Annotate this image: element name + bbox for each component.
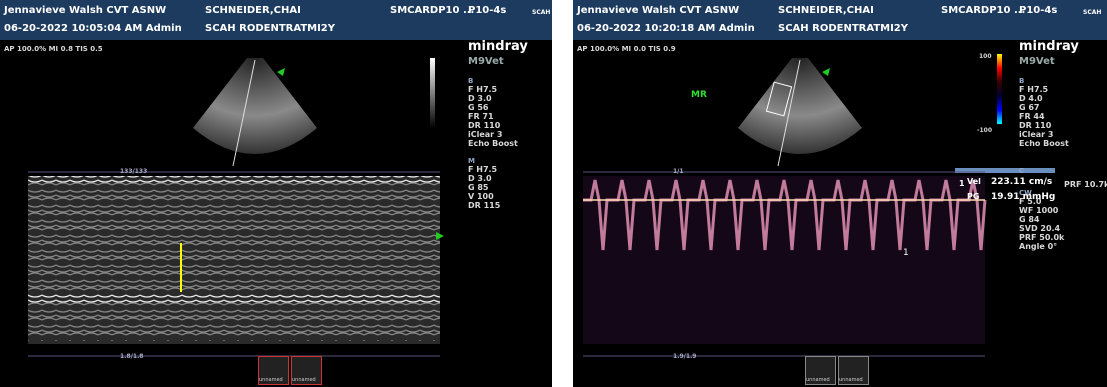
thumbnail bbox=[805, 356, 836, 385]
cursor-line bbox=[777, 59, 801, 167]
probe-marker bbox=[277, 68, 285, 76]
probe: P10-4s bbox=[1019, 5, 1058, 16]
param: FR 44 bbox=[1019, 112, 1045, 121]
study: SMCARDP10 ... bbox=[941, 5, 1026, 16]
logo: mindray bbox=[468, 39, 528, 54]
param: G 84 bbox=[1019, 215, 1040, 224]
param: DR 115 bbox=[468, 201, 501, 210]
param: iClear 3 bbox=[1019, 130, 1054, 139]
mmode-image bbox=[28, 176, 440, 344]
param: F H7.5 bbox=[468, 85, 498, 94]
datetime: 06-20-2022 10:20:18 AM Admin bbox=[577, 23, 755, 34]
param: D 3.0 bbox=[468, 94, 492, 103]
exam: SCAH RODENTRATMI2Y bbox=[205, 23, 336, 34]
param: PRF 10.7k bbox=[1064, 180, 1107, 189]
study: SMCARDP10 ... bbox=[390, 5, 475, 16]
measure-index: 1 bbox=[959, 179, 965, 188]
thumbnail-label: unnamed bbox=[839, 377, 863, 383]
probe-marker bbox=[822, 68, 830, 76]
thumbnail-label: unnamed bbox=[259, 377, 283, 383]
ultrasound-screen: Jennavieve Walsh CVT ASNW SCHNEIDER,CHAI S… bbox=[573, 0, 1107, 387]
image-layer bbox=[583, 54, 1055, 357]
top-counter: 133/133 bbox=[120, 168, 148, 175]
param: F H7.5 bbox=[468, 165, 498, 174]
param: DR 110 bbox=[1019, 121, 1052, 130]
image-layer bbox=[28, 58, 444, 357]
doppler-spectrum bbox=[583, 179, 987, 251]
operator: Jennavieve Walsh CVT ASNW bbox=[4, 5, 167, 16]
sector-image bbox=[738, 58, 862, 154]
model: M9Vet bbox=[1019, 56, 1055, 67]
param-group-label: C bbox=[1019, 167, 1025, 175]
vel-label: Vel bbox=[967, 177, 981, 186]
bottom-counter: 1.8/1.8 bbox=[120, 353, 144, 360]
param: DR 110 bbox=[468, 121, 501, 130]
cursor-line bbox=[232, 59, 256, 167]
depth-scale bbox=[997, 54, 1002, 124]
datetime: 06-20-2022 10:05:04 AM Admin bbox=[4, 23, 182, 34]
exam: SCAH RODENTRATMI2Y bbox=[778, 23, 909, 34]
sector-image bbox=[193, 58, 317, 154]
param: G 56 bbox=[468, 103, 489, 112]
vel-value: 223.11 cm/s bbox=[991, 177, 1053, 187]
depth-marker bbox=[436, 232, 444, 240]
param: V 100 bbox=[468, 192, 494, 201]
bottom-counter: 1.9/1.9 bbox=[673, 353, 697, 360]
cursor-label: 1 bbox=[903, 248, 909, 258]
doppler-image bbox=[583, 176, 985, 344]
ultrasound-screen: Jennavieve Walsh CVT ASNW SCHNEIDER,CHAI S… bbox=[0, 0, 552, 387]
param: iClear 3 bbox=[468, 130, 503, 139]
param-group-label: B bbox=[1019, 77, 1025, 85]
model: M9Vet bbox=[468, 56, 504, 67]
operator: Jennavieve Walsh CVT ASNW bbox=[577, 5, 740, 16]
param: Echo Boost bbox=[1019, 139, 1069, 148]
logo: mindray bbox=[1019, 39, 1079, 54]
param: FR 71 bbox=[468, 112, 494, 121]
annotation: MR bbox=[691, 90, 707, 100]
patient: SCHNEIDER,CHAI bbox=[205, 5, 301, 16]
param-group-label: M bbox=[468, 157, 475, 165]
color-scale-min: -100 bbox=[977, 127, 993, 134]
pg-value: 19.91 mmHg bbox=[991, 192, 1056, 202]
extra: SCAH bbox=[532, 9, 551, 16]
color-box bbox=[765, 81, 793, 117]
acoustic-output: AP 100.0% MI 0.0 TIS 0.9 bbox=[577, 45, 676, 53]
param: PRF 50.0k bbox=[1019, 233, 1065, 242]
param-group-label: CW bbox=[1019, 189, 1032, 197]
param: F 5.0 bbox=[1019, 197, 1042, 206]
param: F H7.5 bbox=[1019, 85, 1049, 94]
thumbnail bbox=[258, 356, 289, 385]
thumbnail-label: unnamed bbox=[806, 377, 830, 383]
param: G 67 bbox=[1019, 103, 1040, 112]
param: WF 1000 bbox=[1019, 206, 1059, 215]
param: Echo Boost bbox=[468, 139, 518, 148]
top-counter: 1/1 bbox=[673, 168, 684, 175]
param-group-label: B bbox=[468, 77, 474, 85]
header-bar bbox=[0, 0, 552, 40]
pg-label: PG bbox=[967, 192, 980, 201]
thumbnail bbox=[838, 356, 869, 385]
thumbnail bbox=[291, 356, 322, 385]
header-bar bbox=[573, 0, 1107, 40]
measure-bar bbox=[955, 168, 1055, 173]
param: D 4.0 bbox=[1019, 94, 1043, 103]
color-scale-max: 100 bbox=[979, 53, 992, 60]
param: D 3.0 bbox=[468, 174, 492, 183]
patient: SCHNEIDER,CHAI bbox=[778, 5, 874, 16]
acoustic-output: AP 100.0% MI 0.8 TIS 0.5 bbox=[4, 45, 103, 53]
probe: P10-4s bbox=[468, 5, 507, 16]
param: G 85 bbox=[468, 183, 489, 192]
thumbnail-label: unnamed bbox=[292, 377, 316, 383]
depth-scale bbox=[430, 58, 435, 128]
extra: SCAH bbox=[1083, 9, 1102, 16]
param: Angle 0° bbox=[1019, 242, 1058, 251]
param: SVD 20.4 bbox=[1019, 224, 1061, 233]
